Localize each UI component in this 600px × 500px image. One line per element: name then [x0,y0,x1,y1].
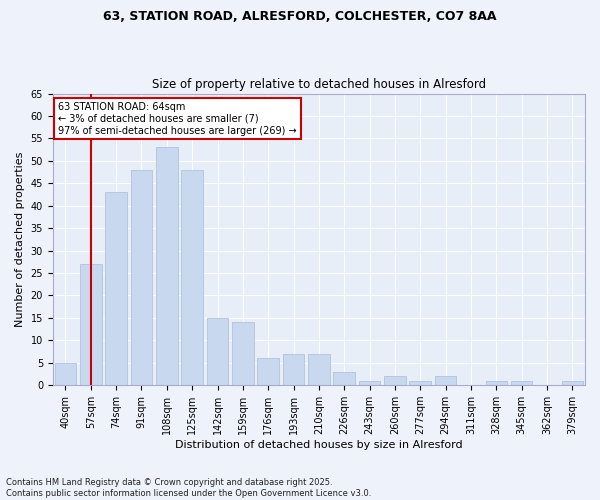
Bar [80,264,101,385]
Bar [181,170,203,385]
Bar [485,380,507,385]
Bar [257,358,279,385]
Bar [131,170,152,385]
Bar [511,380,532,385]
Bar [283,354,304,385]
X-axis label: Distribution of detached houses by size in Alresford: Distribution of detached houses by size … [175,440,463,450]
Bar [359,380,380,385]
Text: Contains HM Land Registry data © Crown copyright and database right 2025.
Contai: Contains HM Land Registry data © Crown c… [6,478,371,498]
Bar [409,380,431,385]
Y-axis label: Number of detached properties: Number of detached properties [15,152,25,327]
Text: 63 STATION ROAD: 64sqm
← 3% of detached houses are smaller (7)
97% of semi-detac: 63 STATION ROAD: 64sqm ← 3% of detached … [58,102,297,136]
Bar [308,354,329,385]
Bar [334,372,355,385]
Title: Size of property relative to detached houses in Alresford: Size of property relative to detached ho… [152,78,486,91]
Bar [384,376,406,385]
Bar [435,376,457,385]
Bar [106,192,127,385]
Text: 63, STATION ROAD, ALRESFORD, COLCHESTER, CO7 8AA: 63, STATION ROAD, ALRESFORD, COLCHESTER,… [103,10,497,23]
Bar [207,318,228,385]
Bar [156,148,178,385]
Bar [562,380,583,385]
Bar [55,363,76,385]
Bar [232,322,254,385]
